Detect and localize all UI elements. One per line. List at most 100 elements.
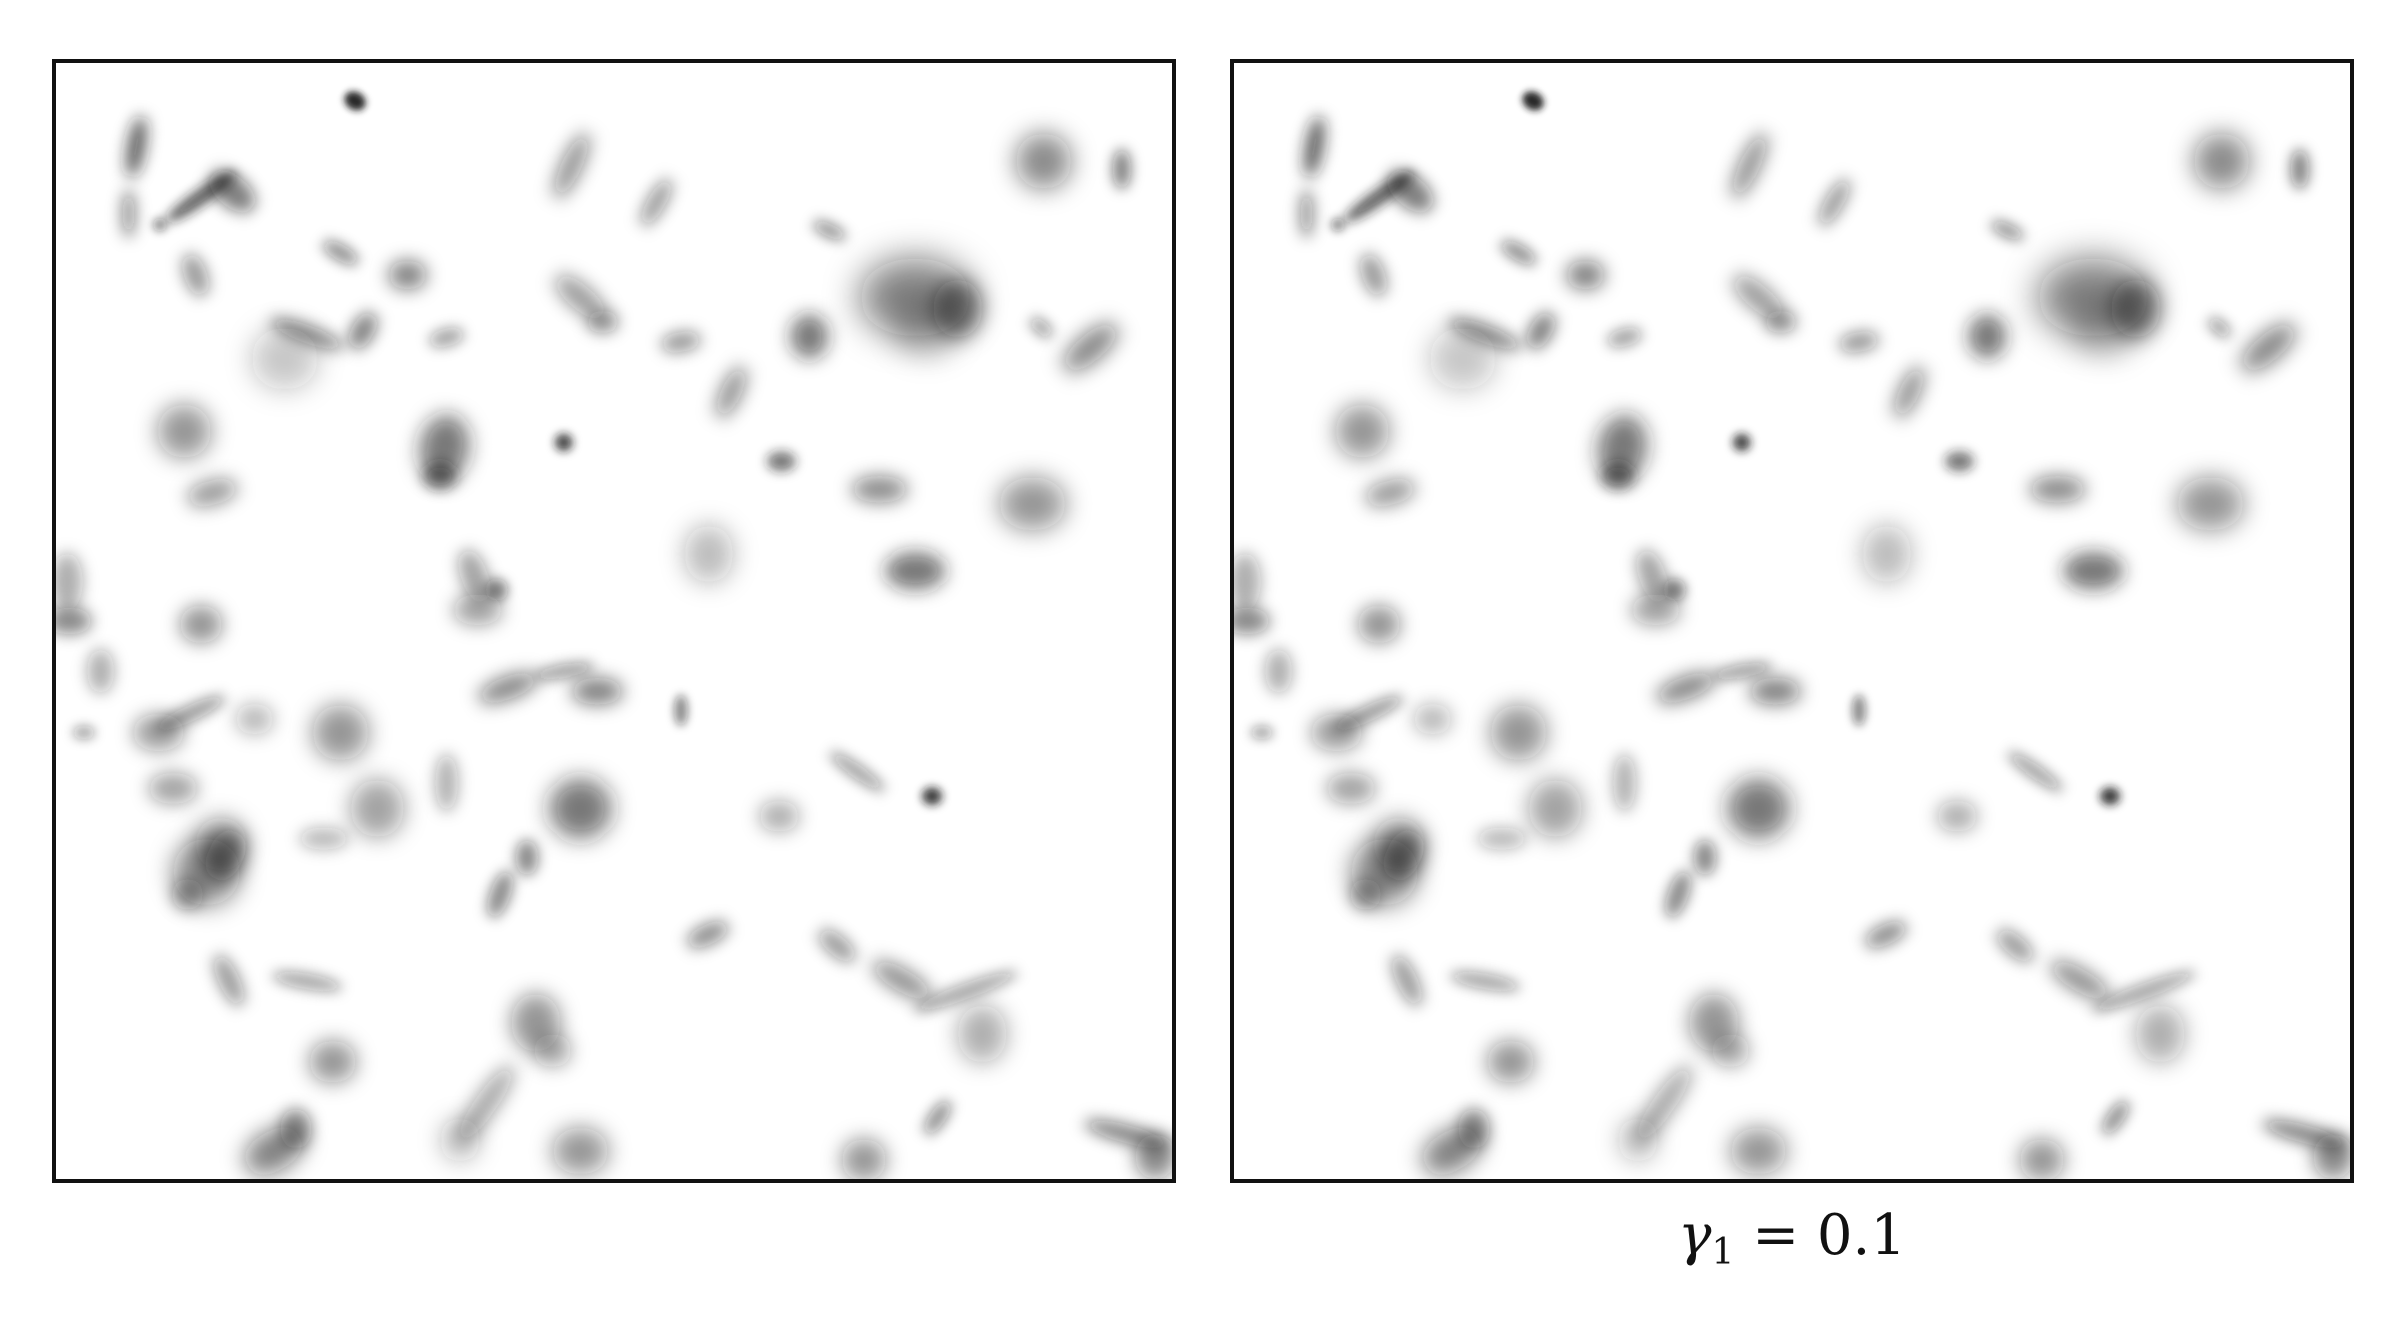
galaxy-blob	[1030, 317, 1053, 338]
galaxy-blob	[2019, 1138, 2065, 1179]
galaxy-blob	[251, 327, 319, 390]
galaxy-blob	[1968, 314, 2007, 359]
galaxy-blob	[1636, 549, 1669, 603]
galaxy-blob	[299, 827, 349, 850]
galaxy-blob	[1477, 827, 1527, 850]
galaxy-blob	[1331, 218, 1345, 232]
galaxy-blob	[322, 240, 359, 265]
galaxy-blob	[478, 672, 538, 703]
galaxy-blob	[687, 921, 729, 948]
galaxy-blob	[1566, 260, 1605, 290]
galaxy-blob	[2208, 317, 2231, 338]
galaxy-blob	[429, 327, 465, 348]
galaxy-blob	[312, 704, 369, 761]
galaxy-blob	[458, 549, 491, 603]
galaxy-blob	[1522, 91, 1544, 111]
galaxy-blob	[453, 594, 503, 626]
galaxy-blob	[829, 751, 885, 792]
galaxy-blob	[661, 331, 701, 353]
galaxy-blob	[2063, 551, 2124, 590]
galaxy-blob	[1015, 133, 1072, 190]
galaxy-blob	[1894, 366, 1925, 418]
galaxy-blob	[1818, 178, 1850, 227]
galaxy-blob	[1387, 170, 1434, 213]
galaxy-blob	[1326, 772, 1376, 805]
galaxy-blob	[1944, 451, 1974, 472]
galaxy-blob	[2050, 961, 2110, 1000]
galaxy-blob	[1711, 1033, 1750, 1068]
galaxy-field-image-right	[1234, 91, 2350, 1179]
galaxy-blob	[1730, 1127, 1787, 1175]
galaxy-blob	[487, 871, 513, 918]
galaxy-blob	[515, 839, 539, 876]
galaxy-blob	[1392, 954, 1422, 1006]
galaxy-blob	[1112, 148, 1131, 190]
galaxy-blob	[187, 479, 238, 507]
galaxy-blob	[924, 1100, 951, 1135]
galaxy-blob	[153, 218, 167, 232]
galaxy-blob	[818, 929, 856, 963]
galaxy-blob	[1234, 552, 1261, 611]
galaxy-blob	[209, 170, 256, 213]
galaxy-field-image-left	[56, 91, 1172, 1179]
galaxy-blob	[533, 1033, 572, 1068]
galaxy-blob	[2135, 1004, 2185, 1063]
galaxy-blob	[205, 829, 246, 881]
galaxy-blob	[309, 1040, 357, 1084]
galaxy-blob	[1526, 312, 1555, 350]
galaxy-blob	[1311, 713, 1363, 752]
galaxy-blob	[133, 713, 185, 752]
galaxy-blob	[87, 648, 115, 694]
galaxy-blob	[1528, 779, 1583, 838]
galaxy-blob	[435, 753, 458, 812]
galaxy-blob	[1383, 829, 1424, 881]
galaxy-blob	[1360, 253, 1387, 297]
galaxy-blob	[893, 304, 960, 358]
caption-symbol: γ	[1678, 1203, 1712, 1268]
galaxy-blob	[1710, 662, 1773, 680]
galaxy-blob	[555, 275, 606, 320]
galaxy-blob	[423, 462, 457, 490]
galaxy-blob	[999, 477, 1066, 531]
galaxy-blob	[182, 253, 209, 297]
galaxy-blob	[812, 220, 846, 241]
galaxy-blob	[157, 404, 212, 459]
galaxy-blob	[1449, 971, 1521, 992]
galaxy-blob	[2029, 475, 2086, 503]
galaxy-blob	[1234, 607, 1270, 635]
galaxy-blob	[56, 607, 92, 635]
galaxy-blob	[1862, 525, 1912, 584]
galaxy-blob	[1357, 605, 1401, 644]
galaxy-blob	[2091, 971, 2197, 1012]
galaxy-blob	[957, 1004, 1007, 1063]
galaxy-blob	[2241, 323, 2296, 372]
galaxy-field-panel-left	[52, 59, 1176, 1183]
galaxy-blob	[1429, 327, 1497, 390]
galaxy-blob	[1765, 310, 1797, 334]
galaxy-blob	[549, 778, 612, 839]
galaxy-blob	[552, 1127, 609, 1175]
galaxy-blob	[640, 178, 672, 227]
galaxy-blob	[1990, 220, 2024, 241]
galaxy-blob	[1448, 318, 1522, 350]
galaxy-blob	[172, 878, 204, 911]
galaxy-blob	[280, 1108, 312, 1149]
galaxy-blob	[485, 578, 508, 601]
galaxy-blob	[148, 772, 198, 805]
galaxy-blob	[1500, 240, 1537, 265]
galaxy-blob	[571, 677, 623, 705]
caption-subscript: 1	[1711, 1232, 1735, 1273]
galaxy-blob	[72, 725, 96, 740]
galaxy-blob	[2290, 148, 2309, 190]
galaxy-blob	[759, 800, 800, 832]
galaxy-blob	[913, 971, 1019, 1012]
galaxy-field-panel-right	[1230, 59, 2354, 1183]
galaxy-blob	[2100, 787, 2121, 806]
galaxy-blob	[554, 433, 573, 452]
galaxy-blob	[1265, 648, 1293, 694]
galaxy-blob	[922, 787, 943, 806]
galaxy-blob	[2102, 1100, 2129, 1135]
galaxy-blob	[872, 961, 932, 1000]
galaxy-blob	[126, 115, 147, 178]
galaxy-blob	[1937, 800, 1978, 832]
